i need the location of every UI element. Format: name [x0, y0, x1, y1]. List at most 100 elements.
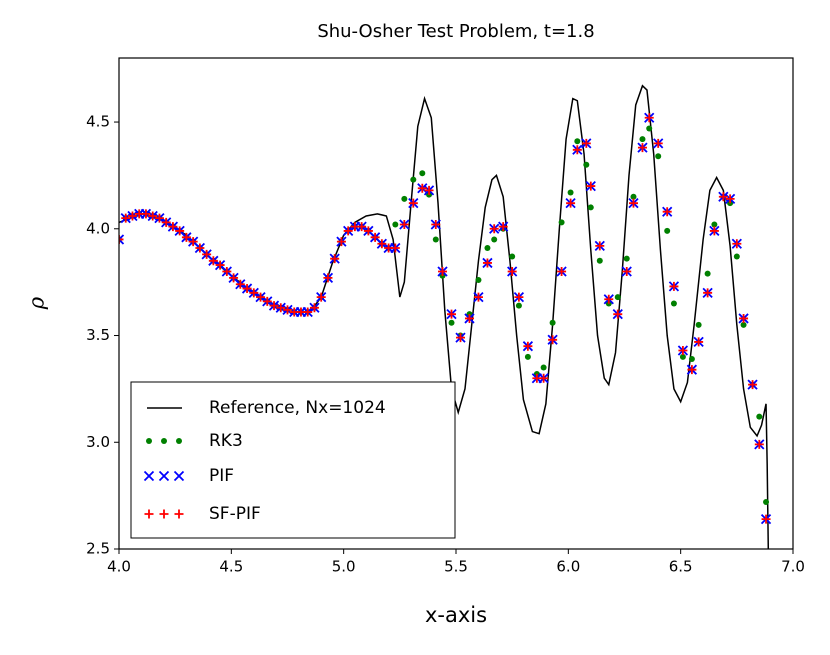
data-point — [688, 356, 695, 363]
data-point — [390, 243, 400, 253]
data-point — [256, 292, 266, 302]
data-point — [202, 249, 212, 259]
data-point — [709, 226, 719, 236]
data-point — [489, 224, 499, 234]
data-point — [141, 209, 151, 219]
data-point — [574, 138, 581, 145]
data-point — [694, 337, 704, 347]
data-point — [168, 222, 178, 232]
data-point — [763, 499, 770, 506]
x-tick-label: 6.5 — [669, 558, 693, 576]
legend-label: Reference, Nx=1024 — [209, 398, 386, 418]
data-point — [448, 319, 455, 326]
data-point — [215, 260, 225, 270]
data-point — [432, 236, 439, 243]
data-point — [276, 303, 286, 313]
data-point — [473, 292, 483, 302]
data-point — [417, 183, 427, 193]
data-point — [540, 364, 547, 371]
x-axis-label: x-axis — [425, 603, 487, 627]
data-point — [558, 219, 565, 226]
data-point — [363, 226, 373, 236]
x-tick-label: 5.5 — [444, 558, 468, 576]
data-point — [377, 239, 387, 249]
y-tick-label: 4.0 — [86, 219, 110, 237]
data-point — [662, 207, 672, 217]
legend-marker — [158, 470, 170, 482]
data-point — [507, 266, 517, 276]
data-point — [357, 222, 367, 232]
legend-marker — [143, 470, 155, 482]
y-tick-label: 3.5 — [86, 326, 110, 344]
data-point — [630, 193, 637, 200]
data-point — [523, 341, 533, 351]
data-point — [679, 353, 686, 360]
data-point — [567, 189, 574, 196]
data-point — [646, 125, 653, 132]
data-point — [664, 227, 671, 234]
data-point — [175, 226, 185, 236]
data-point — [669, 281, 679, 291]
data-point — [370, 232, 380, 242]
data-point — [419, 170, 426, 177]
x-tick-label: 6.0 — [556, 558, 580, 576]
data-point — [695, 321, 702, 328]
legend-marker — [161, 438, 167, 444]
legend-marker — [144, 509, 154, 519]
y-axis-label: ρ — [25, 296, 49, 310]
data-point — [623, 255, 630, 262]
data-point — [687, 365, 697, 375]
x-tick-label: 4.0 — [107, 558, 131, 576]
data-point — [581, 138, 591, 148]
data-point — [119, 234, 125, 245]
data-point — [303, 307, 313, 317]
data-point — [249, 288, 259, 298]
data-point — [587, 204, 594, 211]
legend-marker — [174, 509, 184, 519]
data-point — [482, 258, 492, 268]
data-point — [330, 254, 340, 264]
data-point — [498, 222, 508, 232]
data-point — [464, 313, 474, 323]
data-point — [401, 195, 408, 202]
legend: Reference, Nx=1024 RK3 PIF SF-PIF — [130, 381, 456, 539]
data-point — [754, 439, 764, 449]
data-point — [639, 136, 646, 143]
data-point — [557, 266, 567, 276]
data-point — [127, 211, 137, 221]
data-point — [188, 237, 198, 247]
data-point — [740, 321, 747, 328]
data-point — [283, 305, 292, 315]
data-point — [628, 198, 638, 208]
y-tick-label: 4.5 — [86, 113, 110, 131]
legend-marker — [146, 438, 152, 444]
data-point — [222, 266, 232, 276]
data-point — [269, 301, 279, 311]
legend-marker — [173, 470, 185, 482]
data-point — [596, 257, 603, 264]
data-point — [262, 296, 272, 306]
data-point — [653, 138, 663, 148]
data-point — [154, 213, 164, 223]
data-point — [733, 253, 740, 260]
data-point — [309, 303, 319, 313]
data-point — [438, 266, 448, 276]
y-tick-label: 3.0 — [86, 433, 110, 451]
data-point — [622, 266, 632, 276]
data-point — [431, 220, 441, 230]
data-point — [121, 213, 131, 223]
data-point — [739, 313, 749, 323]
data-point — [711, 221, 718, 228]
data-point — [242, 284, 252, 294]
data-point — [392, 221, 399, 228]
data-point — [732, 239, 742, 249]
data-point — [704, 270, 711, 277]
data-point — [614, 294, 621, 301]
data-point — [703, 288, 713, 298]
legend-label: RK3 — [209, 431, 243, 451]
data-point — [548, 335, 558, 345]
data-point — [604, 294, 614, 304]
legend-label: PIF — [209, 466, 234, 486]
data-point — [718, 192, 728, 202]
